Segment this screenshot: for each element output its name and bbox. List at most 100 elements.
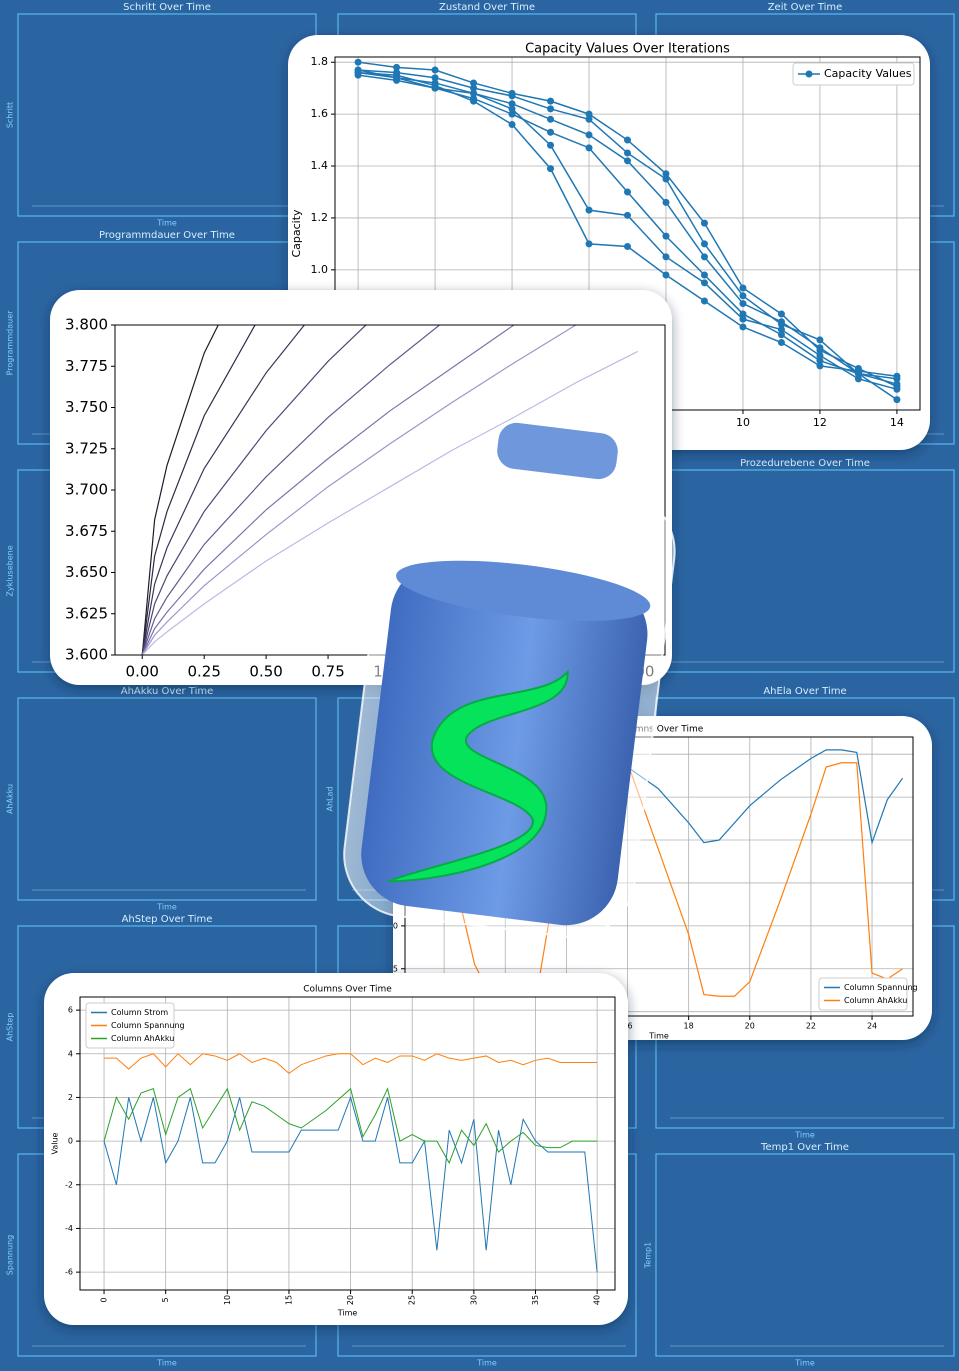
data-point — [662, 198, 670, 206]
x-tick-label: 30 — [469, 1295, 478, 1305]
data-point — [547, 105, 555, 113]
data-point — [777, 318, 785, 326]
legend-label: Column AhAkku — [111, 1034, 174, 1043]
data-point — [585, 131, 593, 139]
x-tick-label: 12 — [813, 416, 827, 429]
x-tick-label: 0.25 — [187, 663, 220, 681]
x-tick-label: 0 — [100, 1297, 109, 1302]
data-point — [700, 219, 708, 227]
data-point — [662, 175, 670, 183]
x-tick-label: 10 — [736, 416, 750, 429]
data-point — [700, 279, 708, 287]
y-tick-label: 2 — [68, 1093, 73, 1102]
data-point — [585, 144, 593, 152]
data-line — [141, 325, 329, 655]
data-point — [624, 211, 631, 219]
legend-label: Column Spannung — [844, 983, 918, 992]
chart: -6 -4 -2 0 2 4 6 0 5 10 15 20 25 30 35 40 Columns Over T… — [51, 985, 616, 1318]
y-tick-label: 3.775 — [65, 357, 108, 375]
y-tick-label: -6 — [65, 1268, 73, 1277]
y-tick-label: 3.675 — [65, 522, 108, 540]
data-point — [777, 339, 785, 347]
y-tick-label: 1.5 — [385, 964, 398, 973]
data-point — [700, 240, 708, 248]
data-point — [816, 351, 824, 359]
panel-xlabel: Time — [156, 903, 177, 912]
data-point — [508, 105, 516, 113]
data-point — [354, 66, 362, 74]
data-line — [141, 325, 391, 655]
chart-title: Columns Over Time — [615, 725, 704, 735]
panel-title: Temp1 Over Time — [760, 1142, 849, 1153]
data-point — [585, 115, 593, 123]
data-point — [854, 367, 862, 375]
y-tick-label: 3.600 — [65, 646, 108, 664]
data-point — [777, 331, 785, 339]
legend-marker — [805, 70, 813, 78]
chart-title: Columns Over Time — [303, 985, 392, 995]
data-point — [816, 344, 824, 352]
data-point — [739, 284, 747, 292]
x-tick-label: 0.00 — [126, 663, 159, 681]
data-point — [893, 396, 901, 404]
data-line — [141, 325, 639, 655]
data-point — [547, 165, 555, 173]
x-tick-label: 14 — [890, 416, 904, 429]
data-point — [816, 336, 824, 344]
x-axis-label: Time — [648, 1032, 669, 1041]
y-tick-label: 3.700 — [65, 481, 108, 499]
data-point — [624, 149, 631, 157]
data-point — [585, 240, 593, 248]
y-tick-label: 1.8 — [311, 55, 329, 68]
data-line — [141, 325, 267, 655]
y-tick-label: 4 — [68, 1049, 73, 1058]
x-tick-label: 10 — [223, 1295, 232, 1305]
data-point — [508, 120, 516, 128]
y-tick-label: -4 — [65, 1224, 73, 1233]
y-tick-label: 3.725 — [65, 439, 108, 457]
y-tick-label: -2 — [65, 1180, 73, 1189]
x-tick-label: 0.50 — [249, 663, 282, 681]
panel-ylabel: AhStep — [6, 1013, 15, 1042]
battery-top — [396, 560, 651, 622]
data-point — [624, 157, 631, 165]
y-tick-label: 1.4 — [311, 159, 329, 172]
panel-title: Schritt Over Time — [123, 2, 211, 13]
data-point — [508, 92, 516, 100]
data-point — [547, 115, 555, 123]
y-tick-label: 1.6 — [311, 107, 329, 120]
data-point — [585, 110, 593, 118]
panel-ylabel: AhLad — [326, 787, 335, 812]
data-point — [893, 372, 901, 380]
data-point — [854, 375, 862, 383]
battery-body — [361, 563, 648, 926]
data-point — [816, 357, 824, 365]
x-axis-label: Time — [337, 1309, 358, 1318]
data-point — [662, 170, 670, 178]
panel-xlabel: Time — [794, 1359, 815, 1368]
data-point — [624, 242, 631, 250]
data-point — [739, 300, 747, 308]
y-tick-label: 2.0 — [385, 921, 398, 930]
y-tick-label: 1.0 — [311, 263, 329, 276]
data-point — [739, 323, 747, 331]
data-point — [431, 74, 439, 82]
data-line — [141, 350, 639, 655]
data-point — [431, 84, 439, 92]
y-tick-label: 0 — [68, 1137, 73, 1146]
panel-ylabel: Schritt — [6, 102, 15, 128]
panel-xlabel: Time — [476, 1359, 497, 1368]
data-line — [141, 325, 577, 655]
data-point — [624, 136, 631, 144]
data-line — [141, 325, 453, 655]
x-tick-label: 5 — [161, 1297, 170, 1302]
data-point — [585, 206, 593, 214]
x-tick-label: 20 — [346, 1295, 355, 1305]
panel-ylabel: Programmdauer — [6, 310, 15, 376]
data-point — [354, 58, 362, 66]
x-tick-label: 15 — [284, 1295, 293, 1305]
panel-xlabel: Time — [794, 1131, 815, 1140]
panel-frame — [655, 1153, 955, 1357]
